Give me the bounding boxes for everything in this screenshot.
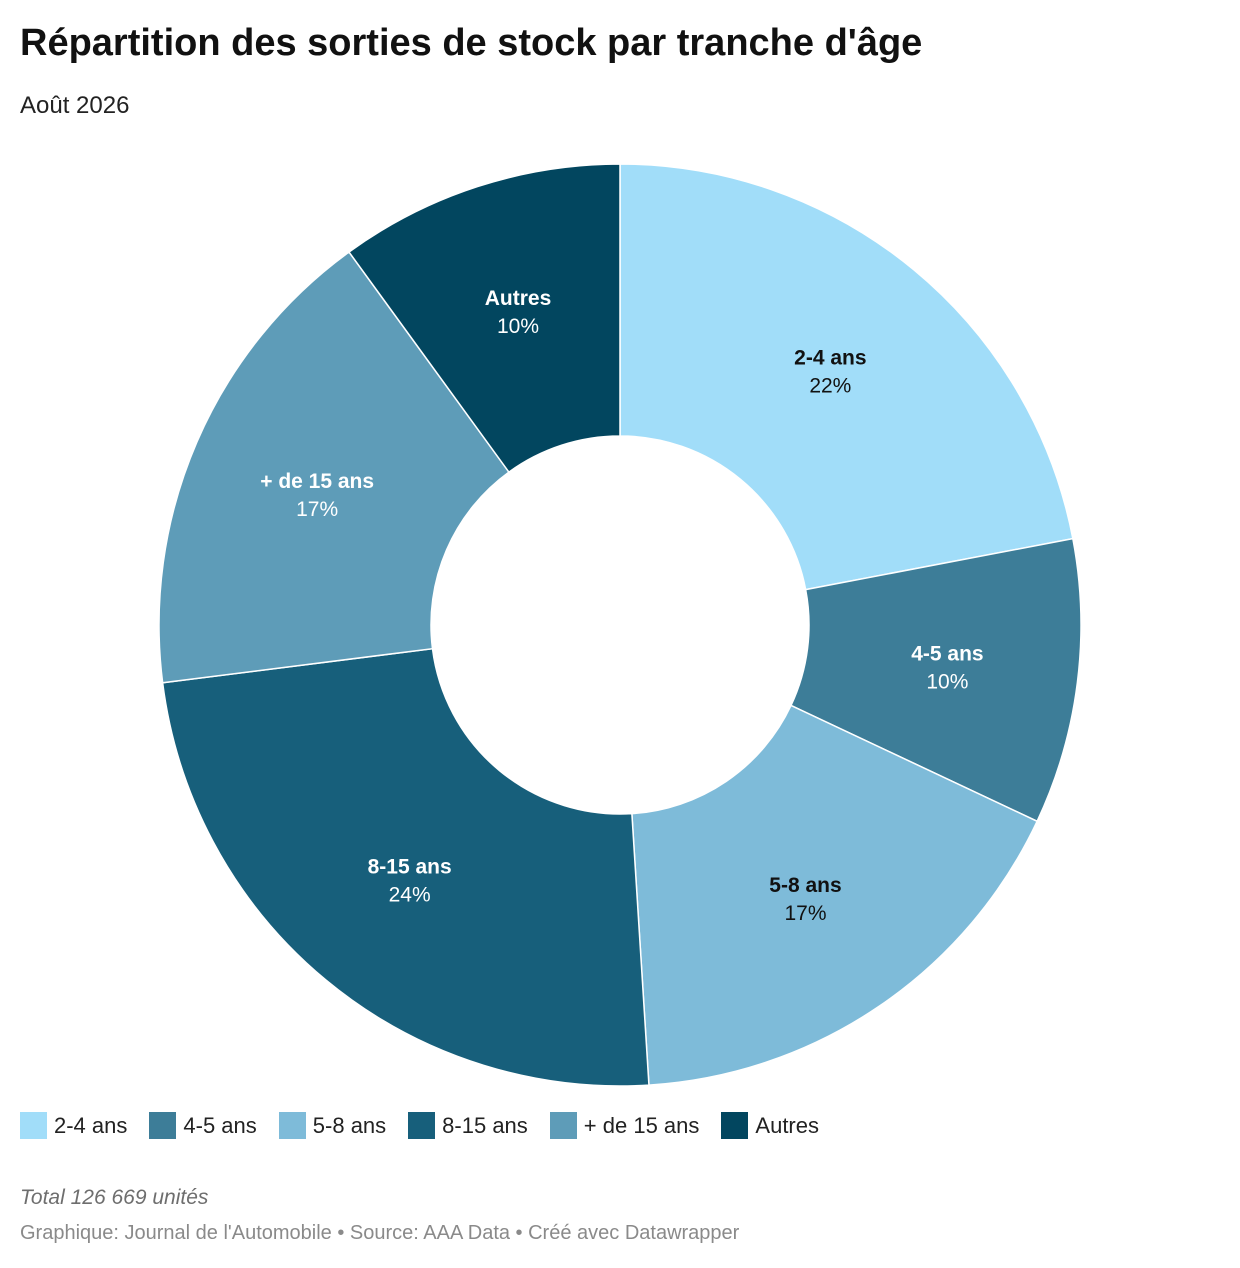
legend-swatch-4-5-ans: [149, 1112, 177, 1139]
legend-item-autres: Autres: [721, 1112, 819, 1139]
slice-8-15-ans: [161, 647, 650, 1087]
source-footer: Graphique: Journal de l'Automobile • Sou…: [20, 1222, 740, 1244]
legend-item-2-4-ans: 2-4 ans: [20, 1112, 127, 1139]
slice-label-de-15-ans: + de 15 ans: [260, 470, 374, 493]
donut-slices: [158, 163, 1082, 1087]
slice-value-5-8-ans: 17%: [784, 902, 826, 925]
legend-item-4-5-ans: 4-5 ans: [149, 1112, 257, 1139]
slice-value-2-4-ans: 22%: [809, 375, 851, 398]
legend-swatch-5-8-ans: [278, 1112, 306, 1139]
chart-legend: 2-4 ans 4-5 ans 5-8 ans 8-15 ans + de 15 ans…: [20, 1112, 841, 1139]
legend-swatch-2-4-ans: [20, 1112, 47, 1139]
slice-de-15-ans: [158, 250, 510, 684]
slice-label-autres: Autres: [485, 287, 552, 310]
legend-label-2-4-ans: 2-4 ans: [54, 1112, 128, 1138]
legend-label-de-15-ans: + de 15 ans: [583, 1112, 700, 1138]
donut-chart: 2-4 ans 22% 4-5 ans 10% 5-8 ans 17% 8-15 ans 24…: [158, 163, 1082, 1087]
legend-item-8-15-ans: 8-15 ans: [408, 1112, 528, 1139]
slice-2-4-ans: [619, 163, 1074, 591]
slice-5-8-ans: [631, 704, 1039, 1086]
legend-label-autres: Autres: [755, 1112, 819, 1138]
chart-title: Répartition des sorties de stock par tra…: [20, 22, 923, 64]
legend-swatch-de-15-ans: [549, 1112, 577, 1139]
donut-labels: 2-4 ans 22% 4-5 ans 10% 5-8 ans 17% 8-15 ans 24…: [260, 287, 983, 925]
slice-label-4-5-ans: 4-5 ans: [911, 642, 983, 665]
chart-subtitle: Août 2026: [20, 92, 130, 119]
legend-label-8-15-ans: 8-15 ans: [442, 1112, 528, 1138]
slice-value-de-15-ans: 17%: [296, 498, 338, 521]
legend-label-4-5-ans: 4-5 ans: [183, 1112, 257, 1138]
legend-swatch-autres: [721, 1112, 749, 1139]
slice-label-5-8-ans: 5-8 ans: [769, 874, 841, 897]
slice-label-8-15-ans: 8-15 ans: [368, 855, 452, 878]
legend-swatch-8-15-ans: [408, 1112, 436, 1139]
slice-value-8-15-ans: 24%: [389, 883, 431, 906]
legend-label-5-8-ans: 5-8 ans: [312, 1112, 387, 1138]
legend-item-5-8-ans: 5-8 ans: [278, 1112, 387, 1139]
slice-label-2-4-ans: 2-4 ans: [794, 347, 866, 370]
slice-value-autres: 10%: [497, 315, 539, 338]
slice-value-4-5-ans: 10%: [926, 670, 968, 693]
slice-4-5-ans: [790, 537, 1082, 823]
slice-autres: [347, 163, 621, 474]
total-note: Total 126 669 unités: [20, 1186, 209, 1209]
legend-item-de-15-ans: + de 15 ans: [549, 1112, 700, 1139]
